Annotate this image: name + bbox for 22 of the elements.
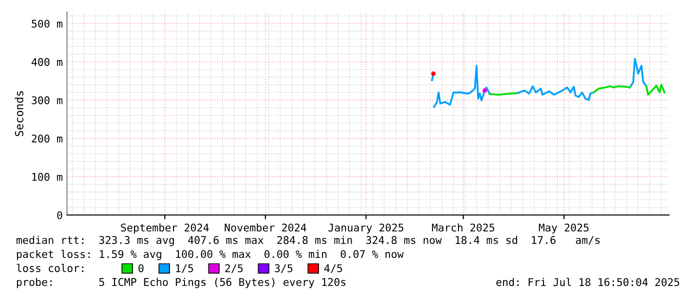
legend-label: 3/5 bbox=[274, 264, 292, 274]
y-tick-label: 0 bbox=[57, 211, 62, 220]
y-tick-label: 200 m bbox=[32, 134, 62, 143]
text: median rtt: 323.3 ms avg 407.6 ms max 284.8 ms min 324.8 ms now 18.4 ms sd 17.6 am/s bbox=[16, 236, 600, 246]
y-tick-label: 300 m bbox=[32, 96, 62, 104]
legend-label: 0 bbox=[138, 264, 144, 272]
legend-label: 1/5 bbox=[176, 264, 194, 274]
legend-label: 2/5 bbox=[225, 264, 243, 274]
y-tick-label: 500 m bbox=[32, 20, 62, 28]
x-tick-label: November 2024 bbox=[224, 223, 306, 232]
x-tick-label: March 2025 bbox=[432, 223, 494, 232]
text: probe: 5 ICMP Echo Pings (56 Bytes) every 120s bbox=[16, 278, 346, 288]
y-axis-title: Seconds bbox=[14, 91, 24, 136]
y-tick-label: 100 m bbox=[32, 172, 62, 181]
x-tick-label: May 2025 bbox=[538, 224, 589, 234]
x-tick-label: January 2025 bbox=[328, 224, 404, 234]
y-tick-label: 400 m bbox=[32, 58, 62, 66]
x-tick-label: September 2024 bbox=[121, 223, 209, 234]
legend-label: 4/5 bbox=[324, 264, 342, 274]
legend-title: loss color: bbox=[16, 264, 84, 272]
text: end: Fri Jul 18 16:50:04 2025 bbox=[496, 278, 680, 286]
text: packet loss: 1.59 % avg 100.00 % max 0.00 % min 0.07 % now bbox=[16, 250, 404, 260]
